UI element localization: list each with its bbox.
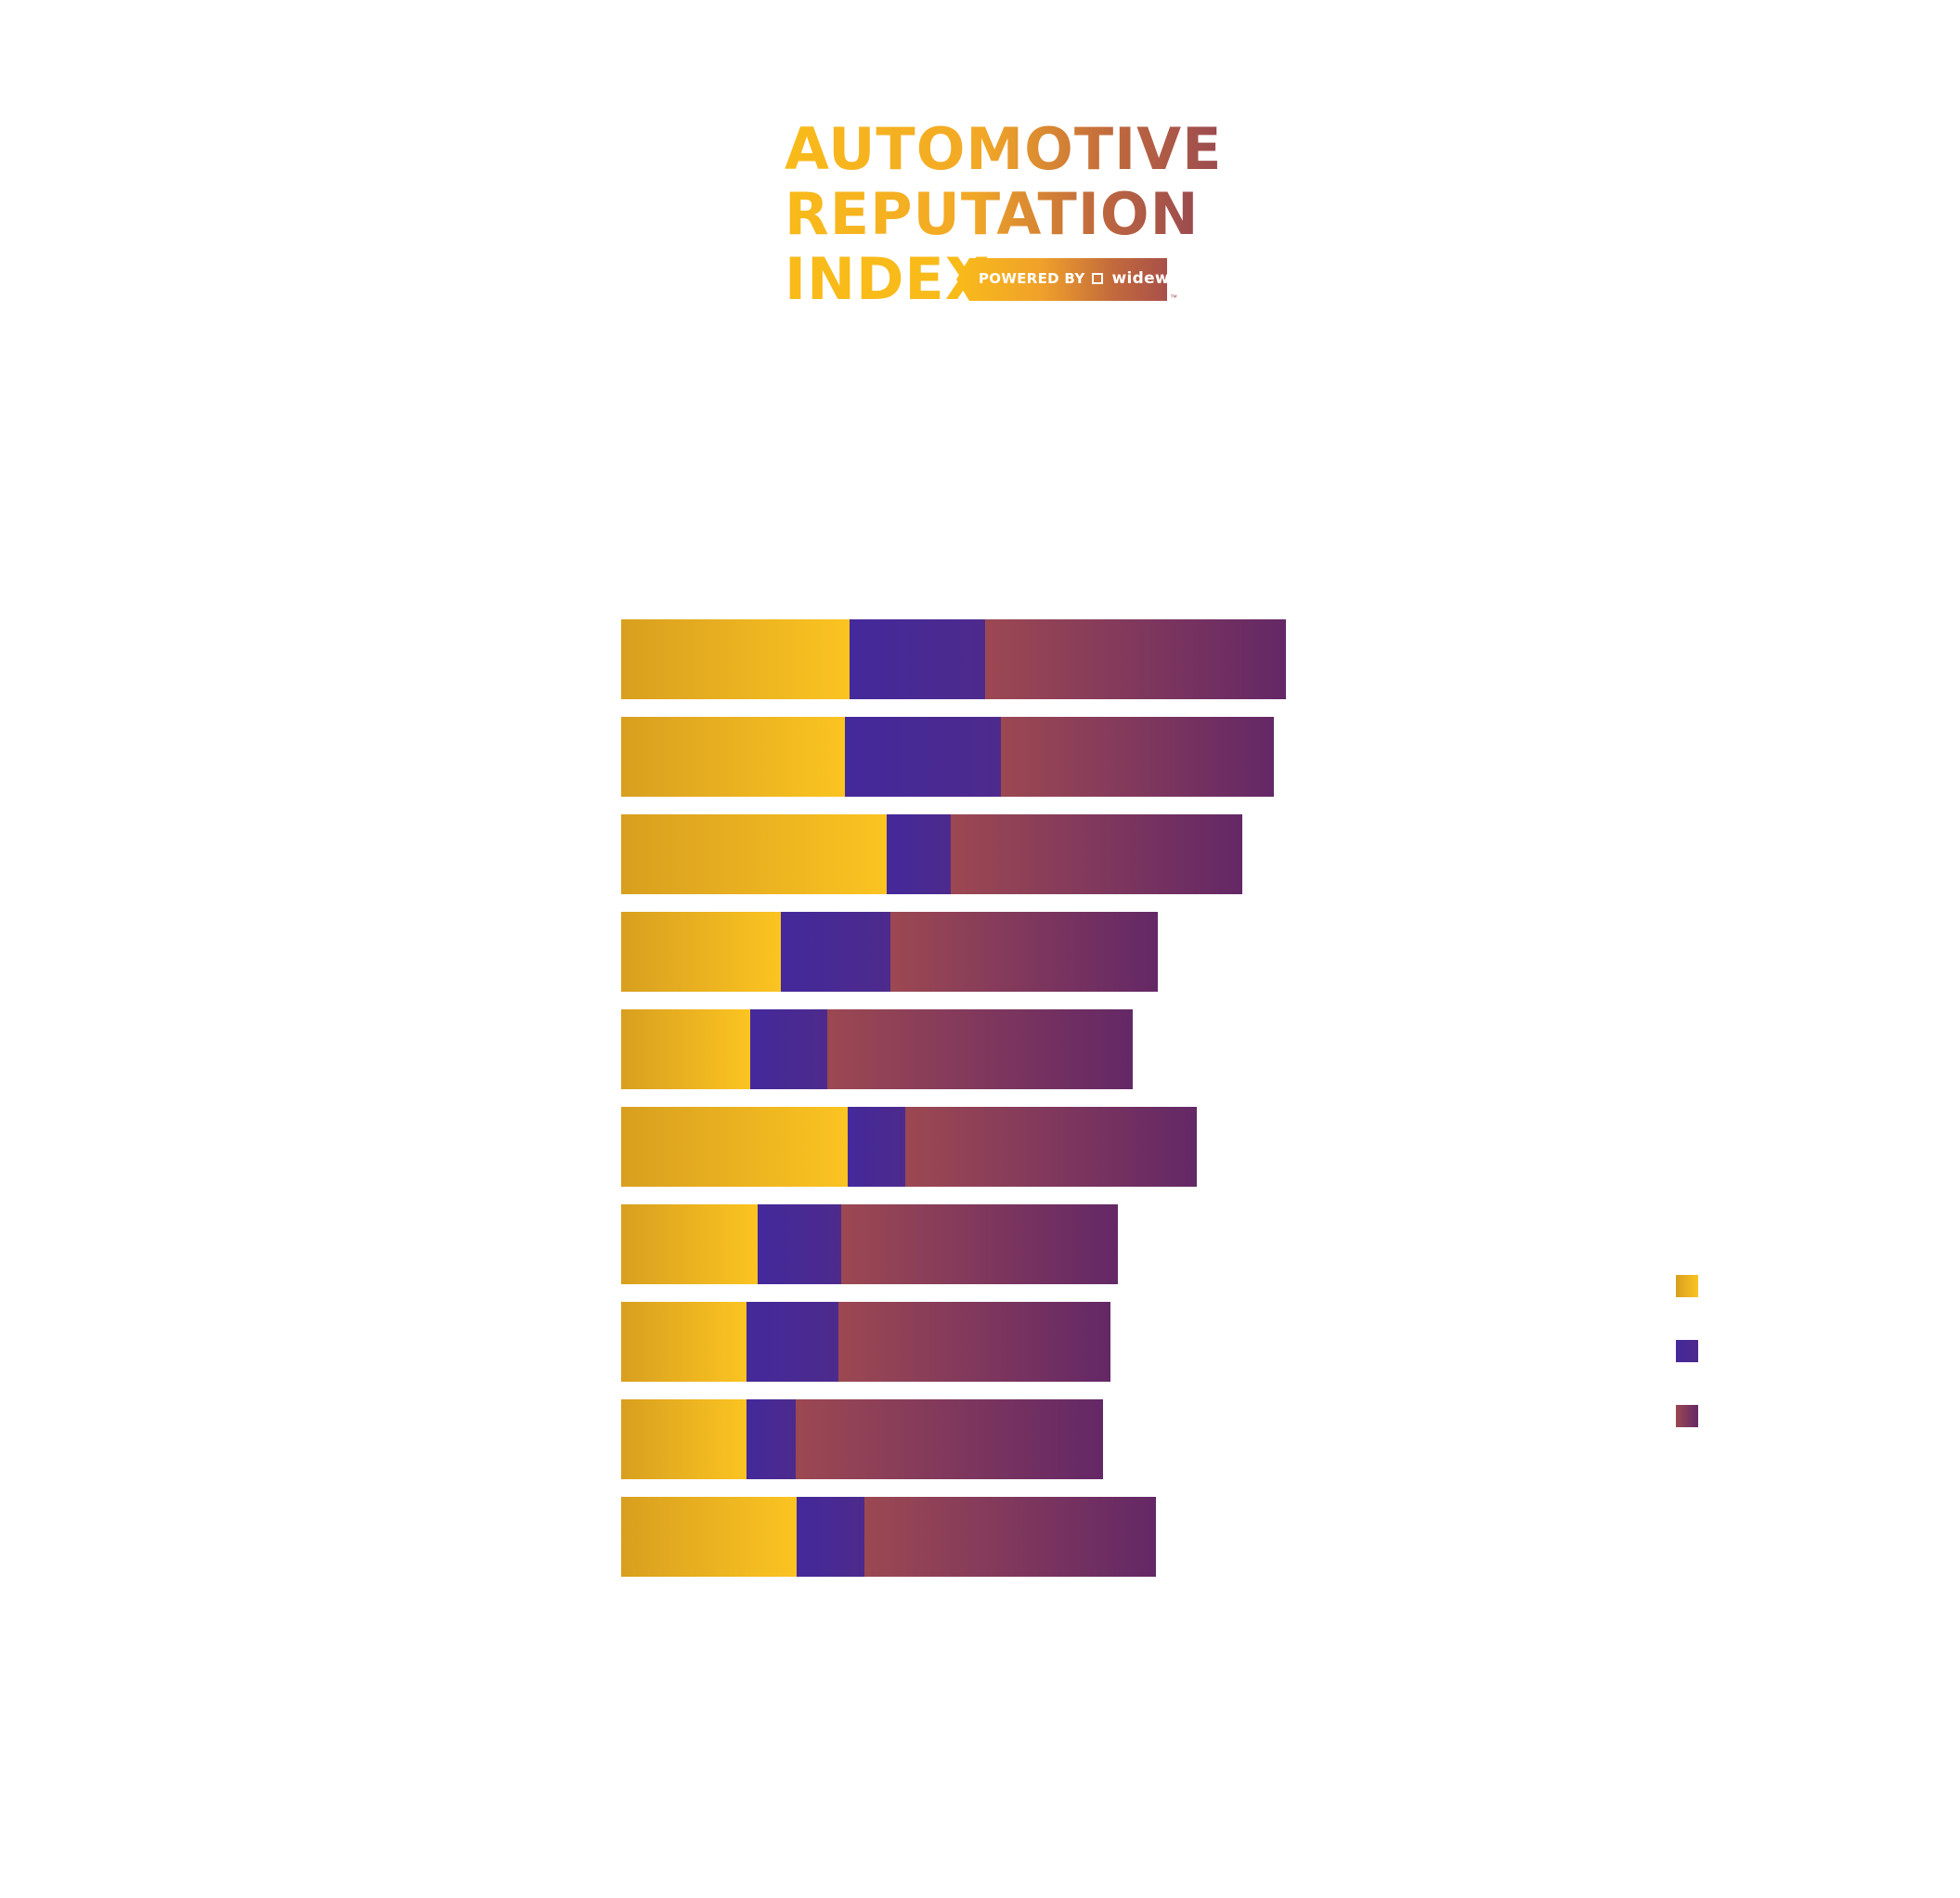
legend-swatch-series-2 [1676, 1340, 1698, 1362]
logo-line-2: REPUTATION [785, 180, 1200, 248]
bar-row-9-series-1 [621, 1399, 746, 1479]
legend-swatch-series-1 [1676, 1275, 1698, 1297]
bar-row-3-series-1 [621, 814, 887, 894]
bar-row-6-series-1 [621, 1107, 848, 1187]
bar-row-6-series-3 [905, 1107, 1197, 1187]
bar-row-4-series-2 [781, 912, 890, 992]
bar-row-4-series-3 [890, 912, 1158, 992]
bar-row-6-series-2 [848, 1107, 905, 1187]
badge-text: POWERED BY widewail [979, 269, 1192, 288]
bar-row-4-series-1 [621, 912, 781, 992]
legend-swatch-series-3 [1676, 1405, 1698, 1427]
bar-row-8-series-1 [621, 1302, 746, 1382]
bar-row-1-series-3 [985, 619, 1286, 699]
bar-row-5-series-3 [827, 1009, 1133, 1089]
trademark-symbol: ™ [1170, 293, 1177, 302]
badge-prefix: POWERED BY [979, 270, 1085, 287]
bar-row-3-series-2 [887, 814, 951, 894]
bar-row-1-series-2 [850, 619, 985, 699]
bar-row-7-series-3 [841, 1204, 1118, 1284]
bar-row-7-series-2 [758, 1204, 841, 1284]
bar-row-2-series-2 [845, 717, 1001, 797]
legend [1676, 1275, 1698, 1427]
bars-group [621, 619, 1286, 1577]
logo-line-3: INDEX [785, 245, 991, 313]
bar-row-8-series-3 [838, 1302, 1110, 1382]
automotive-reputation-index-logo: AUTOMOTIVE REPUTATION INDEX POWERED BY wi… [785, 117, 1222, 313]
widewail-mark-icon [1092, 273, 1104, 284]
powered-by-badge: POWERED BY widewail [956, 258, 1167, 301]
bar-row-10-series-1 [621, 1497, 797, 1577]
bar-row-10-series-3 [864, 1497, 1156, 1577]
bar-row-7-series-1 [621, 1204, 758, 1284]
bar-row-9-series-3 [796, 1399, 1103, 1479]
bar-row-5-series-2 [750, 1009, 827, 1089]
bar-row-1-series-1 [621, 619, 850, 699]
logo-line-1: AUTOMOTIVE [785, 115, 1223, 183]
bar-row-9-series-2 [746, 1399, 796, 1479]
bar-row-10-series-2 [797, 1497, 864, 1577]
bar-row-2-series-3 [1001, 717, 1274, 797]
bar-row-3-series-3 [951, 814, 1242, 894]
badge-brand: widewail [1111, 269, 1192, 288]
bar-row-8-series-2 [746, 1302, 838, 1382]
bar-row-5-series-1 [621, 1009, 750, 1089]
bar-row-2-series-1 [621, 717, 845, 797]
